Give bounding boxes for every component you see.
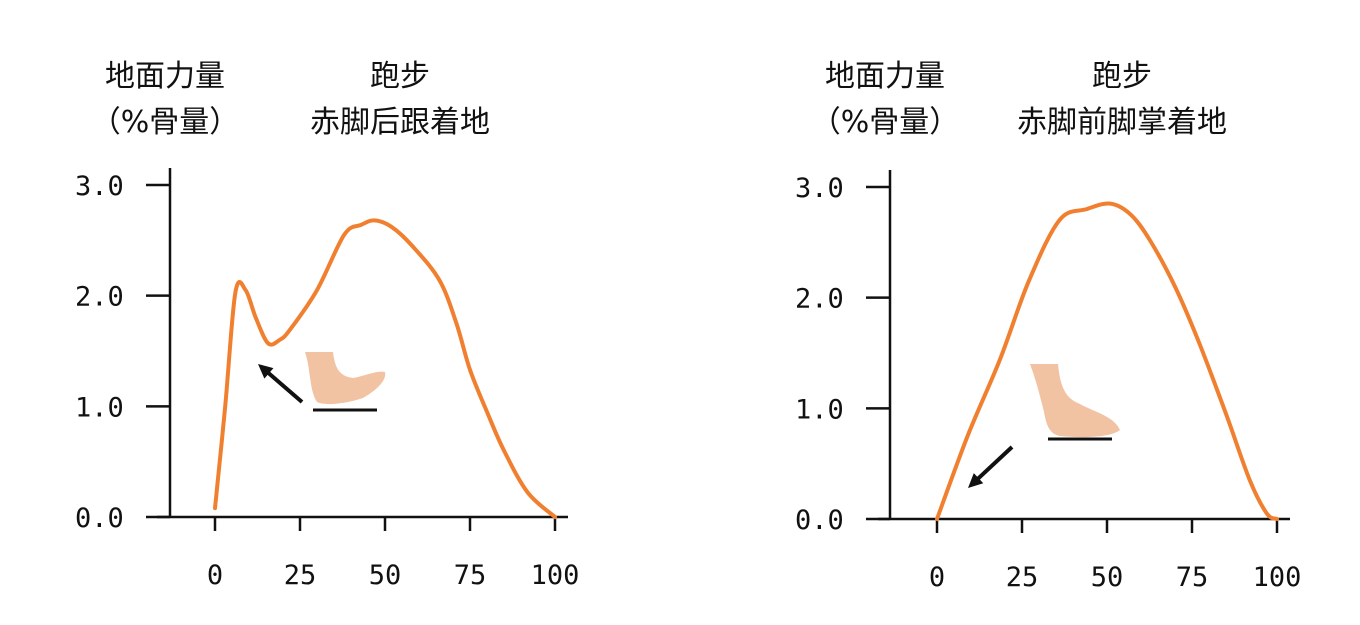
x-tick-label: 25 (284, 560, 317, 591)
y-tick-label: 0.0 (795, 505, 844, 536)
x-tick-label: 0 (207, 560, 223, 591)
x-tick-label: 75 (1176, 562, 1209, 593)
y-tick-label: 2.0 (75, 282, 124, 313)
arrow-line (973, 445, 1014, 483)
y-tick-label: 1.0 (75, 392, 124, 423)
chart-title: 跑步 (1092, 59, 1152, 94)
y-tick-label: 0.0 (75, 503, 124, 534)
x-tick-label: 100 (1253, 562, 1302, 593)
y-tick-label: 1.0 (795, 394, 844, 425)
x-tick-label: 100 (531, 560, 580, 591)
x-tick-label: 75 (454, 560, 487, 591)
y-tick-label: 2.0 (795, 284, 844, 315)
force-curve (935, 201, 1279, 521)
x-tick-label: 0 (929, 562, 945, 593)
chart-2 (866, 170, 1290, 533)
x-tick-label: 50 (1091, 562, 1124, 593)
arrow-line (264, 369, 304, 404)
x-tick-label: 50 (369, 560, 402, 591)
y-tick-label: 3.0 (795, 173, 844, 204)
chart-title: 跑步 (370, 59, 430, 94)
y-axis-unit: （%骨量） (811, 105, 960, 140)
y-tick-label: 3.0 (75, 171, 124, 202)
force-curve (213, 218, 557, 519)
chart-subtitle: 赤脚前脚掌着地 (1017, 105, 1227, 140)
y-axis-unit: （%骨量） (91, 105, 240, 140)
arrow-head-icon (258, 364, 274, 379)
x-tick-label: 25 (1006, 562, 1039, 593)
foot-shape (1030, 364, 1120, 438)
chart-subtitle: 赤脚后跟着地 (310, 105, 490, 140)
chart-1 (146, 168, 568, 531)
arrow-head-icon (968, 473, 984, 488)
y-axis-label: 地面力量 (825, 59, 945, 94)
foot-shape (305, 352, 386, 405)
foot-icon (1030, 364, 1120, 441)
foot-icon (305, 352, 386, 412)
y-axis-label: 地面力量 (105, 59, 225, 94)
